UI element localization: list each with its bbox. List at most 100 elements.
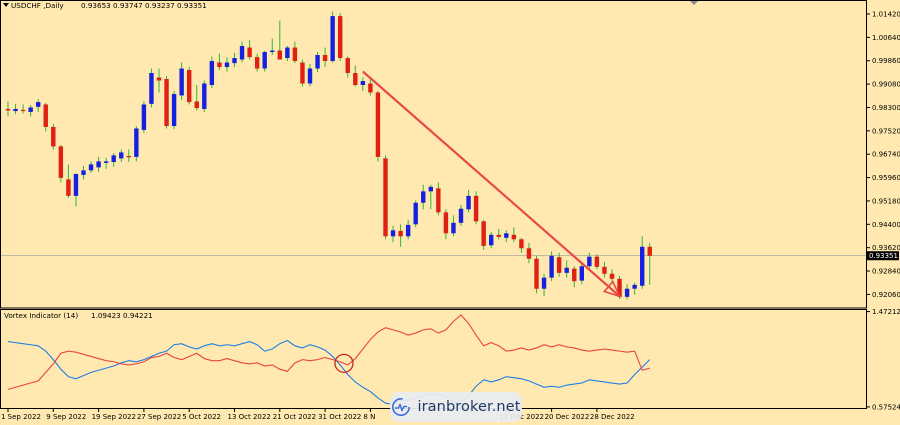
indicator-header: Vortex Indicator (14) (4, 311, 78, 320)
bear-candle (194, 101, 199, 109)
indicator-tick-label: 0.57524 (872, 403, 900, 411)
price-tick-label: 1.01420 (872, 10, 900, 18)
bull-candle (171, 93, 177, 127)
bear-candle (556, 257, 562, 273)
price-tick-label: 0.95180 (872, 197, 900, 205)
bull-candle (134, 128, 139, 157)
bull-candle (624, 288, 630, 297)
bull-candle (405, 224, 411, 237)
bull-candle (111, 155, 116, 162)
bear-candle (277, 50, 282, 60)
bull-candle (96, 161, 101, 168)
price-tick-label: 0.99080 (872, 81, 900, 89)
bull-candle (88, 164, 94, 171)
bear-candle (481, 221, 486, 246)
bull-candle (232, 58, 237, 64)
bear-candle (617, 278, 622, 297)
indicator-tick-label: 1.47212 (872, 308, 900, 316)
bull-candle (632, 284, 637, 289)
bear-candle (436, 188, 441, 213)
bull-candle (451, 222, 456, 234)
vortex-minus-line (7, 314, 650, 390)
watermark-badge: iranbroker.net (390, 392, 522, 422)
bull-candle (315, 55, 320, 69)
time-tick-label: 27 Sep 2022 (137, 413, 181, 421)
time-tick-label: 5 Oct 2022 (182, 413, 221, 421)
price-tick-label: 1.00640 (872, 34, 900, 42)
bull-candle (360, 81, 366, 85)
bull-candle (330, 16, 335, 62)
time-tick-label: 28 Dec 2022 (590, 413, 635, 421)
bear-candle (345, 58, 350, 74)
bear-candle (383, 158, 388, 237)
bear-candle (156, 77, 162, 81)
bull-candle (28, 107, 33, 112)
bear-candle (519, 239, 524, 249)
bear-candle (164, 78, 169, 127)
price-tick-label: 0.92840 (872, 268, 900, 276)
bull-candle (640, 246, 645, 286)
time-tick-label: 9 Sep 2022 (46, 413, 86, 421)
bull-candle (587, 256, 592, 267)
bear-candle (322, 55, 328, 62)
bear-candle (20, 109, 26, 112)
price-tick-label: 0.94400 (872, 221, 900, 229)
time-tick-label: 19 Sep 2022 (92, 413, 136, 421)
bear-candle (609, 273, 615, 279)
time-tick-label: 13 Oct 2022 (228, 413, 271, 421)
vortex-plus-line (7, 339, 651, 405)
symbol-header: USDCHF ,Daily (11, 1, 64, 10)
ohlc-header: 0.93653 0.93747 0.93237 0.93351 (81, 1, 207, 10)
bear-candle (66, 179, 71, 196)
bull-candle (421, 191, 426, 203)
bear-candle (187, 70, 192, 103)
bear-candle (526, 248, 532, 259)
time-tick-label: 20 Dec 2022 (545, 413, 590, 421)
bull-candle (209, 61, 215, 85)
bear-candle (647, 246, 652, 256)
bull-candle (270, 50, 275, 53)
bull-candle (549, 255, 554, 278)
price-tick-label: 0.99860 (872, 57, 900, 65)
symbol-menu-icon[interactable] (3, 3, 9, 7)
bull-candle (13, 108, 18, 112)
bull-candle (564, 267, 569, 273)
watermark-text: iranbroker.net (417, 399, 521, 415)
bull-candle (239, 46, 245, 60)
bull-candle (73, 173, 79, 196)
bull-candle (141, 104, 147, 130)
bull-candle (579, 266, 584, 281)
bull-candle (224, 62, 230, 68)
bull-candle (504, 233, 509, 238)
bear-candle (572, 268, 577, 282)
time-tick-label: 1 Sep 2022 (1, 413, 41, 421)
bear-candle (292, 47, 298, 62)
bear-candle (254, 57, 260, 69)
bull-candle (307, 68, 313, 84)
chart-shift-icon[interactable] (690, 1, 698, 5)
bull-candle (458, 208, 464, 223)
bull-candle (179, 68, 184, 96)
current-price-badge (867, 251, 899, 261)
price-tick-label: 0.98300 (872, 104, 900, 112)
bull-candle (103, 161, 109, 163)
bull-candle (36, 102, 41, 107)
bull-candle (413, 202, 418, 225)
bear-candle (353, 73, 358, 85)
bear-candle (375, 92, 381, 157)
price-tick-label: 0.93620 (872, 244, 900, 252)
price-tick-label: 0.95960 (872, 174, 900, 182)
bull-candle (149, 73, 154, 104)
time-tick-label: 12 Dec 2022 (499, 413, 544, 421)
bear-candle (247, 47, 252, 58)
pulse-logo-icon (392, 398, 411, 416)
bear-candle (51, 126, 56, 147)
crossover-circle (334, 353, 354, 374)
bull-candle (202, 83, 207, 109)
bear-candle (126, 155, 131, 158)
bear-candle (443, 212, 449, 234)
main-plot-frame (0, 0, 867, 309)
trend-arrow-line[interactable] (362, 70, 621, 298)
